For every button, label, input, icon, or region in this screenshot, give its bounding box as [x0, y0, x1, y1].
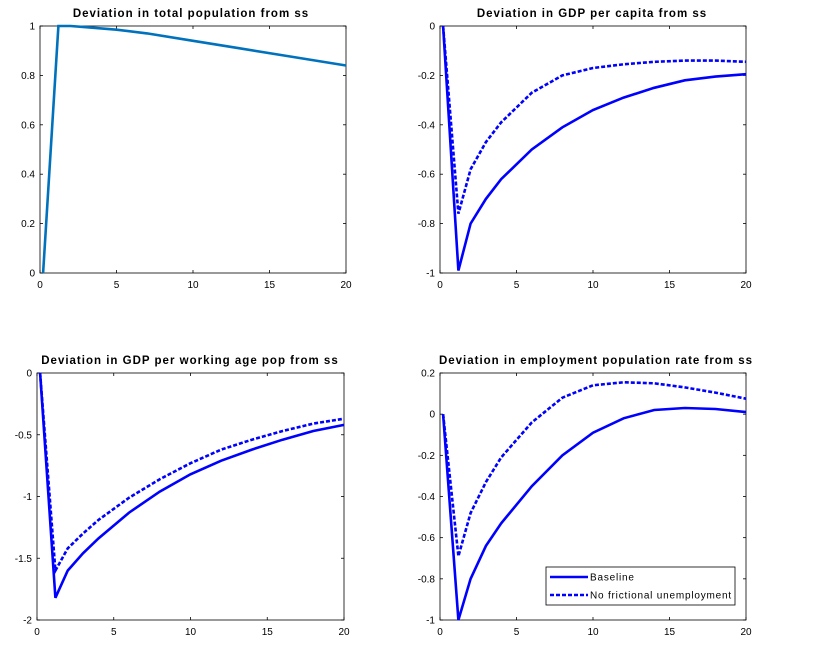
x-tick-label: 5 [514, 627, 520, 638]
x-tick-label: 0 [37, 280, 43, 291]
series-line-solid [41, 24, 347, 274]
y-tick-label: -0.8 [418, 219, 436, 230]
chart-title: Deviation in GDP per working age pop fro… [41, 355, 338, 367]
x-tick-label: 15 [664, 627, 676, 638]
panel-gdp-per-working-age-pop: Deviation in GDP per working age pop fro… [15, 355, 350, 638]
y-tick-label: -1 [426, 269, 435, 280]
x-tick-label: 20 [338, 627, 350, 638]
legend-label: No frictional unemployment [590, 591, 732, 602]
series-line-solid [38, 372, 345, 599]
x-tick-label: 10 [185, 627, 197, 638]
panel-employment-population-rate: Deviation in employment population rate … [418, 355, 753, 638]
x-tick-label: 5 [114, 280, 120, 291]
x-tick-label: 10 [587, 280, 599, 291]
x-tick-label: 0 [437, 280, 443, 291]
y-tick-label: 0 [429, 22, 435, 33]
chart-title: Deviation in employment population rate … [439, 355, 753, 367]
chart-title: Deviation in total population from ss [73, 8, 309, 20]
plot-area [39, 25, 347, 274]
y-tick-label: 0 [29, 269, 35, 280]
y-tick-label: -1 [23, 492, 32, 503]
y-tick-label: -0.4 [418, 492, 436, 503]
y-tick-label: -2 [23, 616, 32, 627]
y-tick-label: -0.2 [418, 71, 436, 82]
x-tick-label: 10 [187, 280, 199, 291]
x-tick-label: 15 [264, 280, 276, 291]
x-tick-label: 0 [437, 627, 443, 638]
x-tick-label: 0 [34, 627, 40, 638]
series-line-solid [441, 406, 747, 621]
y-tick-label: -1 [426, 616, 435, 627]
y-tick-label: -0.6 [418, 170, 436, 181]
x-tick-label: 20 [740, 627, 752, 638]
x-tick-label: 20 [340, 280, 352, 291]
y-tick-label: -1.5 [15, 554, 33, 565]
y-tick-label: 0.6 [21, 120, 35, 131]
y-tick-label: 0.2 [421, 369, 435, 380]
x-tick-label: 5 [111, 627, 117, 638]
x-tick-label: 5 [514, 280, 520, 291]
legend-box [545, 566, 736, 606]
y-tick-label: 0.4 [21, 170, 35, 181]
x-tick-label: 10 [587, 627, 599, 638]
series-line-dashed [441, 25, 747, 215]
y-tick-label: -0.6 [418, 533, 436, 544]
x-tick-label: 20 [740, 280, 752, 291]
series-line-dashed [441, 380, 747, 557]
legend-label: Baseline [590, 573, 635, 584]
y-tick-label: 0 [429, 410, 435, 421]
y-tick-label: -0.8 [418, 574, 436, 585]
panel-gdp-per-capita: Deviation in GDP per capita from ss 0 5 10 1… [418, 8, 752, 291]
y-tick-label: -0.4 [418, 120, 436, 131]
y-tick-label: -0.5 [15, 430, 33, 441]
y-tick-label: 0 [26, 369, 32, 380]
y-tick-label: 0.8 [21, 71, 35, 82]
y-tick-label: -0.2 [418, 451, 436, 462]
plot-area [439, 25, 747, 274]
x-tick-label: 15 [664, 280, 676, 291]
y-tick-label: 1 [29, 22, 35, 33]
plot-area [36, 372, 345, 621]
y-tick-label: 0.2 [21, 219, 35, 230]
series-line-dashed [38, 372, 345, 576]
series-line-solid [441, 25, 747, 271]
panel-total-population: Deviation in total population from ss 0 5 1… [21, 8, 352, 291]
x-tick-label: 15 [262, 627, 274, 638]
chart-title: Deviation in GDP per capita from ss [477, 8, 707, 20]
